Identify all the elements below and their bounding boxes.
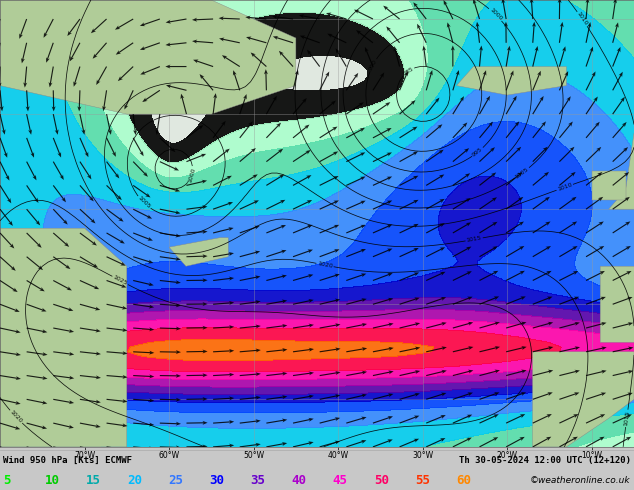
Polygon shape bbox=[0, 228, 127, 447]
Polygon shape bbox=[609, 133, 634, 209]
Polygon shape bbox=[169, 238, 228, 266]
Text: 1025: 1025 bbox=[112, 274, 128, 286]
Text: 1010: 1010 bbox=[576, 11, 589, 27]
Text: 10: 10 bbox=[44, 474, 60, 487]
Text: 1000: 1000 bbox=[187, 167, 197, 183]
Text: 1015: 1015 bbox=[623, 410, 630, 426]
Text: 1020: 1020 bbox=[317, 261, 333, 269]
Text: Wind 950 hPa [Kts] ECMWF: Wind 950 hPa [Kts] ECMWF bbox=[3, 456, 132, 465]
Text: 1005: 1005 bbox=[514, 167, 530, 180]
Text: 40: 40 bbox=[292, 474, 307, 487]
Polygon shape bbox=[600, 266, 634, 343]
Text: 25: 25 bbox=[168, 474, 183, 487]
Text: 60: 60 bbox=[456, 474, 472, 487]
Text: 55: 55 bbox=[415, 474, 430, 487]
Text: Th 30-05-2024 12:00 UTC (12+120): Th 30-05-2024 12:00 UTC (12+120) bbox=[459, 456, 631, 465]
Text: ©weatheronline.co.uk: ©weatheronline.co.uk bbox=[530, 476, 631, 485]
Text: 20: 20 bbox=[127, 474, 142, 487]
Text: 995: 995 bbox=[472, 147, 484, 158]
Text: 1005: 1005 bbox=[136, 196, 151, 210]
Polygon shape bbox=[456, 67, 566, 95]
Text: 15: 15 bbox=[86, 474, 101, 487]
Polygon shape bbox=[533, 352, 634, 447]
Text: 30: 30 bbox=[209, 474, 224, 487]
Text: 50: 50 bbox=[374, 474, 389, 487]
Text: 1000: 1000 bbox=[488, 7, 503, 22]
Text: 990: 990 bbox=[368, 59, 378, 72]
Text: 5: 5 bbox=[3, 474, 11, 487]
Text: 1010: 1010 bbox=[557, 182, 573, 192]
Polygon shape bbox=[0, 0, 296, 114]
Text: 985: 985 bbox=[402, 66, 415, 77]
Text: 35: 35 bbox=[250, 474, 266, 487]
Text: 1015: 1015 bbox=[466, 236, 482, 243]
Text: 45: 45 bbox=[333, 474, 348, 487]
Polygon shape bbox=[592, 171, 626, 199]
Text: 1020: 1020 bbox=[9, 410, 23, 424]
